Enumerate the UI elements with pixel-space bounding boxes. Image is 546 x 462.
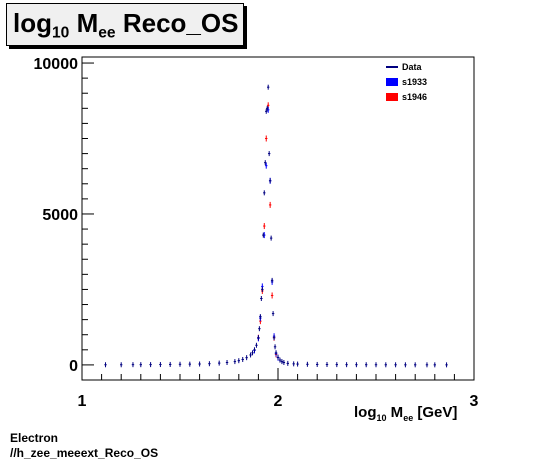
data-points [104,84,448,368]
data-point-data [104,362,107,368]
data-point-data [282,359,286,365]
data-point-data [365,362,368,368]
data-point-data [404,362,407,368]
x-tick-label: 3 [470,393,479,410]
data-point-data [225,359,229,365]
chart-title-box: log10 Mee Reco_OS [6,3,244,46]
data-point-data [286,360,289,366]
data-point-data [233,359,237,365]
data-point-data [280,359,284,365]
data-point-data [218,360,221,366]
data-point-data [198,361,201,367]
data-point-data [276,354,280,360]
data-point-data [445,362,448,368]
legend-item-s1946: s1946 [386,92,427,102]
data-point-data [241,356,244,362]
data-point-data [259,314,262,320]
data-point-data [273,344,277,350]
data-point-data [269,235,273,241]
footer-category-label: Electron [10,431,59,445]
chart-title: log10 Mee Reco_OS [13,8,239,42]
data-point-data [292,361,295,367]
data-point-data [267,84,270,90]
data-point-data [253,347,256,353]
x-tick-label: 1 [78,393,87,410]
data-point-data [188,361,191,367]
y-tick-label: 0 [69,358,78,375]
plot-frame [81,56,475,381]
data-point-data [159,362,162,368]
data-point-s1933 [265,162,268,169]
data-point-data [266,105,269,111]
data-point-data [131,362,135,368]
data-point-data [355,362,358,368]
data-point-data [306,361,309,367]
data-point-s1946 [268,201,272,208]
data-point-data [260,295,263,301]
data-point-data [169,361,172,367]
data-point-data [296,361,299,367]
data-point-data [237,358,240,364]
data-point-data [255,342,258,348]
axis-ticks: 0 5000 10000 1 2 3 [34,56,479,410]
data-point-data [384,362,387,368]
data-point-data [263,190,266,196]
legend: Data s1933 s1946 [386,62,427,102]
data-point-data [120,362,123,368]
data-point-data [394,362,397,368]
data-point-data [374,362,378,368]
data-point-data [268,178,272,184]
data-point-data [425,362,429,368]
data-point-s1946 [270,292,274,299]
legend-label: s1933 [402,77,427,87]
data-point-data [272,335,276,341]
data-point-data [274,350,278,356]
data-point-data [433,362,436,368]
data-point-data [335,362,338,368]
legend-item-data: Data [386,62,423,72]
data-point-data [139,362,142,368]
data-point-data [245,355,248,361]
x-axis-label: log10 Mee [GeV] [354,404,458,423]
x-tick-label: 2 [274,393,283,410]
data-point-data [271,311,275,317]
data-point-data [249,352,252,358]
legend-box-swatch [386,93,398,101]
data-point-s1946 [265,135,268,142]
legend-label: Data [402,62,423,72]
data-point-data [178,361,182,367]
data-point-data [270,277,274,283]
data-point-s1946 [263,223,266,230]
data-point-data [251,350,254,356]
data-point-data [265,108,268,114]
data-point-data [345,362,348,368]
legend-box-swatch [386,78,398,86]
legend-item-s1933: s1933 [386,77,427,87]
data-point-data [258,326,261,332]
y-tick-label: 5000 [42,207,78,224]
data-point-data [262,232,265,238]
data-point-data [325,362,329,368]
legend-label: s1946 [402,92,427,102]
data-point-data [257,335,260,341]
data-point-data [414,362,417,368]
data-point-data [316,361,319,367]
plot-border [81,56,475,381]
footer-histogram-path: //h_zee_meeext_Reco_OS [10,446,159,460]
data-point-data [208,361,211,367]
data-point-data [278,357,282,363]
y-tick-label: 10000 [34,56,79,73]
data-point-data [264,160,267,166]
data-point-data [149,362,152,368]
data-point-data [261,286,264,292]
data-point-data [267,151,271,157]
